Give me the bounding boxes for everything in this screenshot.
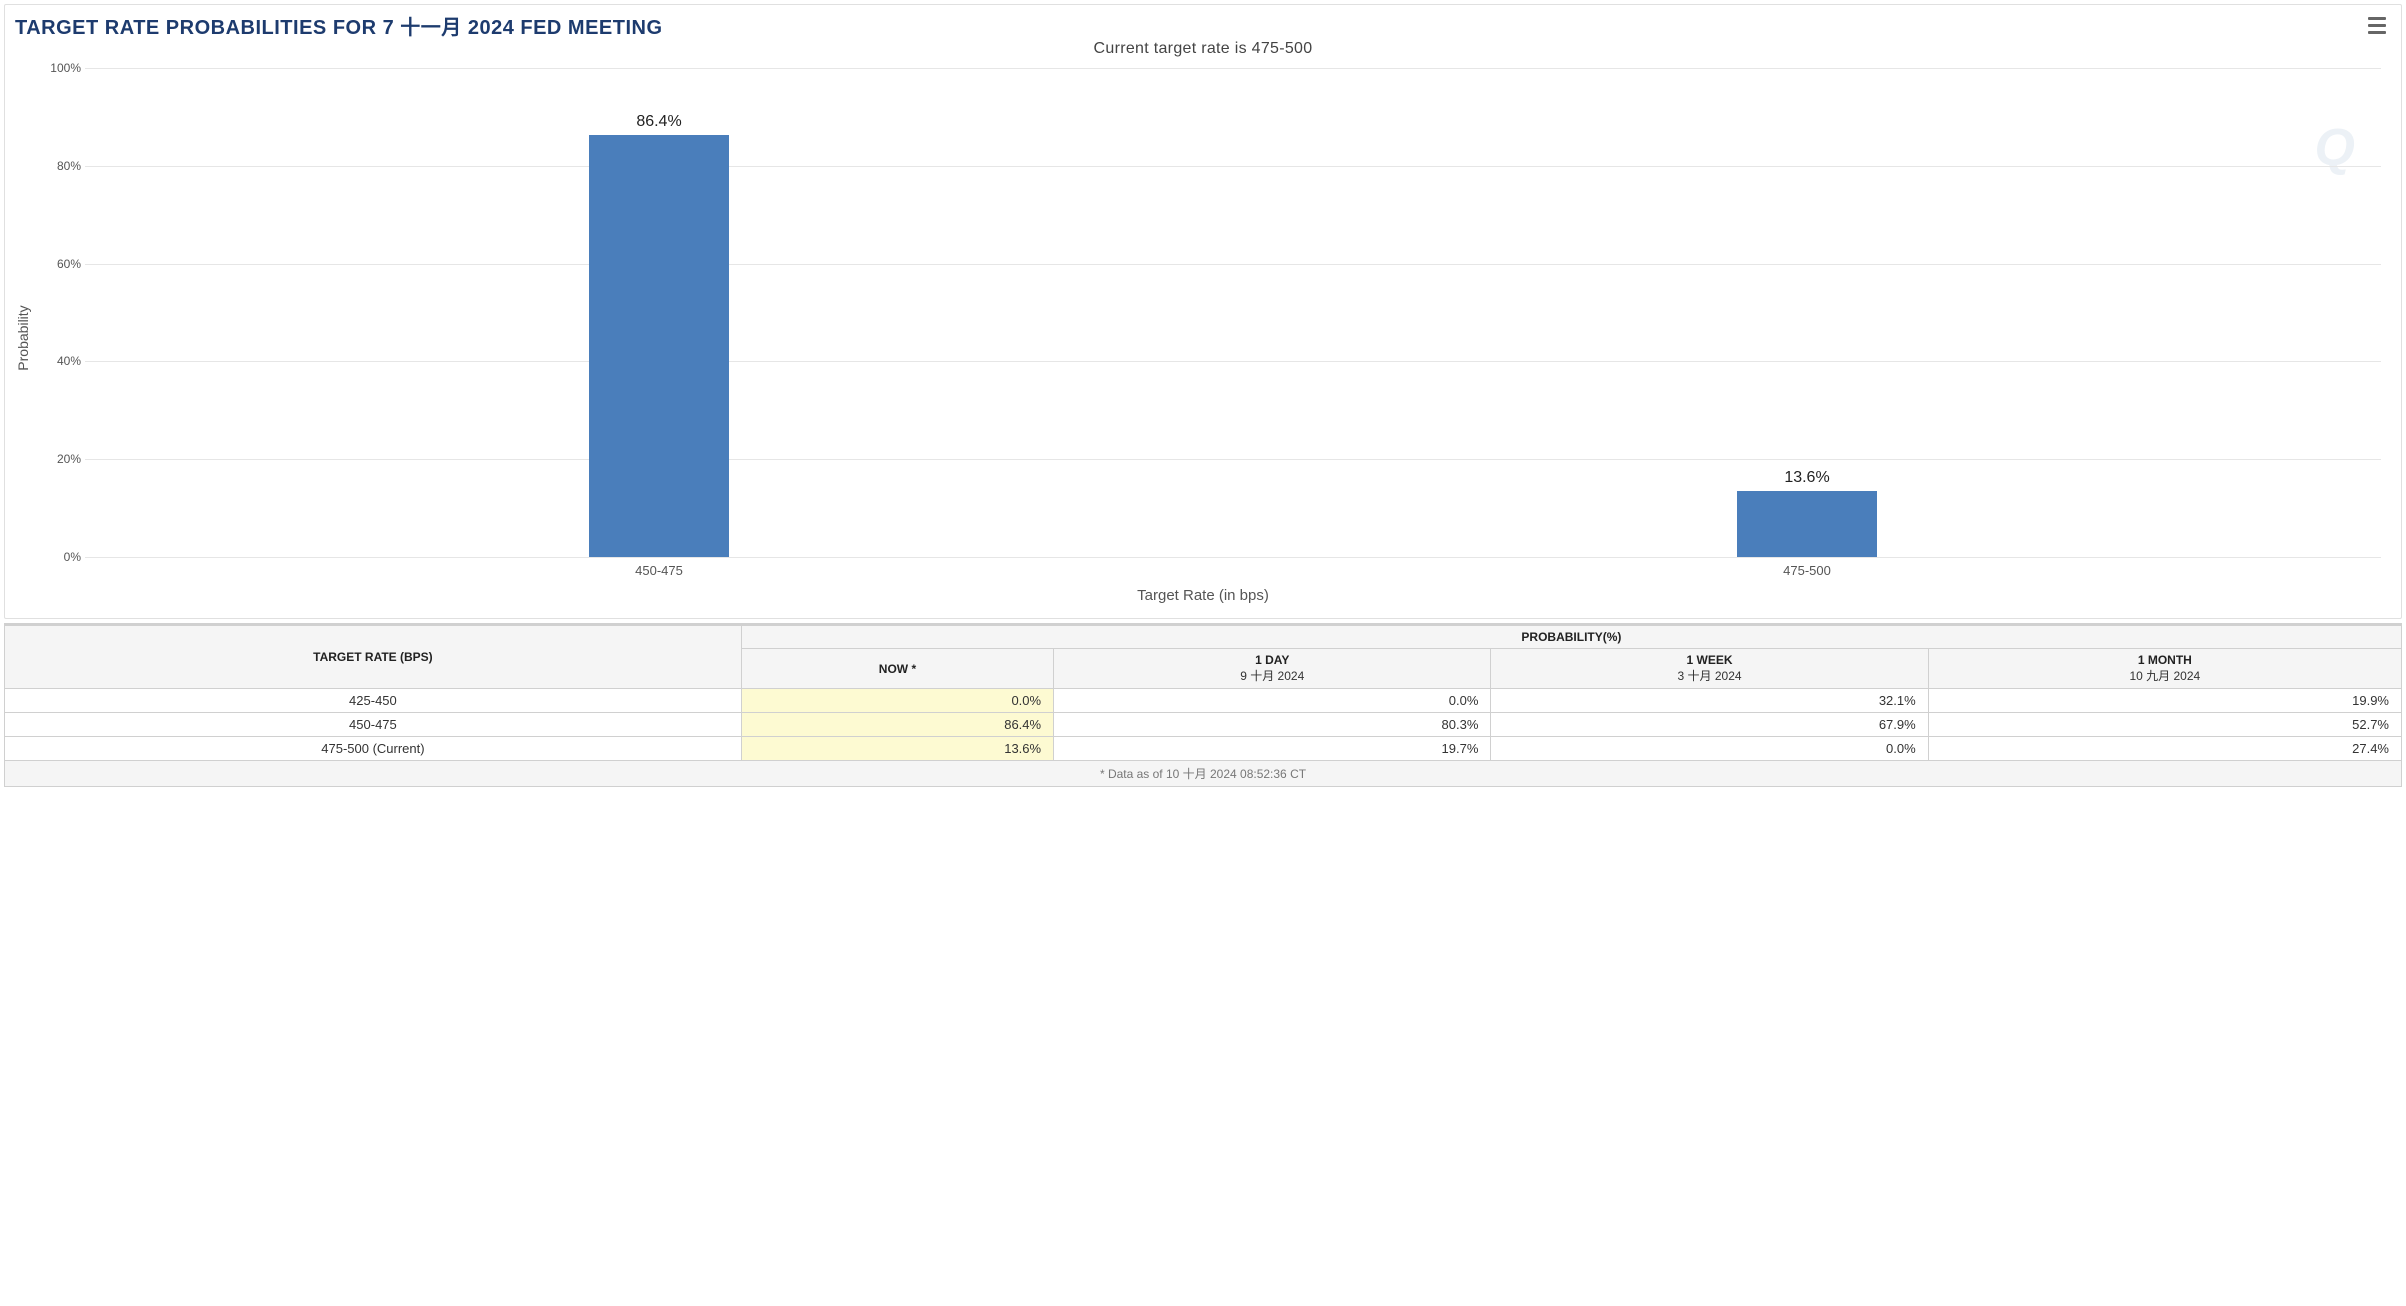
probability-table-wrap: TARGET RATE (BPS) PROBABILITY(%) NOW * 1 … bbox=[4, 623, 2402, 787]
bar-value-label: 86.4% bbox=[636, 113, 681, 131]
cell-rate: 425-450 bbox=[5, 689, 742, 713]
header-period-line1: NOW * bbox=[879, 662, 916, 676]
panel-header: TARGET RATE PROBABILITIES FOR 7 十一月 2024… bbox=[5, 5, 2401, 42]
cell-value: 32.1% bbox=[1491, 689, 1928, 713]
header-period-line1: 1 DAY bbox=[1255, 653, 1289, 667]
gridline bbox=[85, 68, 2381, 69]
cell-now: 0.0% bbox=[741, 689, 1053, 713]
table-header: TARGET RATE (BPS) PROBABILITY(%) NOW * 1 … bbox=[5, 626, 2402, 689]
gridline bbox=[85, 166, 2381, 167]
table-row: 475-500 (Current)13.6%19.7%0.0%27.4% bbox=[5, 737, 2402, 761]
y-tick-label: 100% bbox=[43, 61, 81, 75]
cell-now: 86.4% bbox=[741, 713, 1053, 737]
header-period: NOW * bbox=[741, 649, 1053, 689]
table-row: 450-47586.4%80.3%67.9%52.7% bbox=[5, 713, 2402, 737]
bar-value-label: 13.6% bbox=[1784, 469, 1829, 487]
cell-value: 80.3% bbox=[1054, 713, 1491, 737]
x-category-label: 475-500 bbox=[1783, 563, 1831, 578]
y-axis-label: Probability bbox=[15, 305, 31, 370]
watermark-icon: Q bbox=[2315, 118, 2353, 178]
bar bbox=[1737, 491, 1877, 558]
cell-value: 0.0% bbox=[1491, 737, 1928, 761]
header-rate: TARGET RATE (BPS) bbox=[5, 626, 742, 689]
plot-region: Q 0%20%40%60%80%100%86.4%450-47513.6%475… bbox=[85, 68, 2381, 558]
chart-panel: TARGET RATE PROBABILITIES FOR 7 十一月 2024… bbox=[4, 4, 2402, 619]
table-body: 425-4500.0%0.0%32.1%19.9%450-47586.4%80.… bbox=[5, 689, 2402, 761]
y-tick-label: 20% bbox=[43, 452, 81, 466]
y-tick-label: 80% bbox=[43, 159, 81, 173]
table-footnote: * Data as of 10 十月 2024 08:52:36 CT bbox=[4, 761, 2402, 787]
header-period-line1: 1 MONTH bbox=[2138, 653, 2192, 667]
cell-value: 0.0% bbox=[1054, 689, 1491, 713]
chart-area: Probability Q 0%20%40%60%80%100%86.4%450… bbox=[5, 58, 2401, 618]
cell-rate: 450-475 bbox=[5, 713, 742, 737]
y-tick-label: 0% bbox=[43, 550, 81, 564]
x-axis-label: Target Rate (in bps) bbox=[1137, 587, 1269, 604]
panel-title: TARGET RATE PROBABILITIES FOR 7 十一月 2024… bbox=[15, 11, 663, 40]
cell-rate: 475-500 (Current) bbox=[5, 737, 742, 761]
cell-now: 13.6% bbox=[741, 737, 1053, 761]
cell-value: 19.9% bbox=[1928, 689, 2401, 713]
cell-value: 19.7% bbox=[1054, 737, 1491, 761]
y-tick-label: 40% bbox=[43, 354, 81, 368]
header-period-line2: 3 十月 2024 bbox=[1499, 667, 1919, 684]
y-tick-label: 60% bbox=[43, 257, 81, 271]
probability-table: TARGET RATE (BPS) PROBABILITY(%) NOW * 1 … bbox=[4, 625, 2402, 761]
panel-subtitle: Current target rate is 475-500 bbox=[5, 40, 2401, 58]
gridline bbox=[85, 459, 2381, 460]
header-prob: PROBABILITY(%) bbox=[741, 626, 2401, 649]
cell-value: 52.7% bbox=[1928, 713, 2401, 737]
gridline bbox=[85, 264, 2381, 265]
bar-wrap: 86.4% bbox=[589, 68, 729, 557]
table-row: 425-4500.0%0.0%32.1%19.9% bbox=[5, 689, 2402, 713]
header-period: 1 WEEK3 十月 2024 bbox=[1491, 649, 1928, 689]
cell-value: 67.9% bbox=[1491, 713, 1928, 737]
hamburger-menu-icon[interactable] bbox=[2363, 12, 2391, 40]
header-period-line1: 1 WEEK bbox=[1687, 653, 1733, 667]
bar-wrap: 13.6% bbox=[1737, 68, 1877, 557]
header-period-line2: 10 九月 2024 bbox=[1937, 667, 2393, 684]
gridline bbox=[85, 557, 2381, 558]
bar bbox=[589, 135, 729, 557]
cell-value: 27.4% bbox=[1928, 737, 2401, 761]
header-period: 1 DAY9 十月 2024 bbox=[1054, 649, 1491, 689]
header-period-line2: 9 十月 2024 bbox=[1062, 667, 1482, 684]
gridline bbox=[85, 361, 2381, 362]
header-period: 1 MONTH10 九月 2024 bbox=[1928, 649, 2401, 689]
x-category-label: 450-475 bbox=[635, 563, 683, 578]
